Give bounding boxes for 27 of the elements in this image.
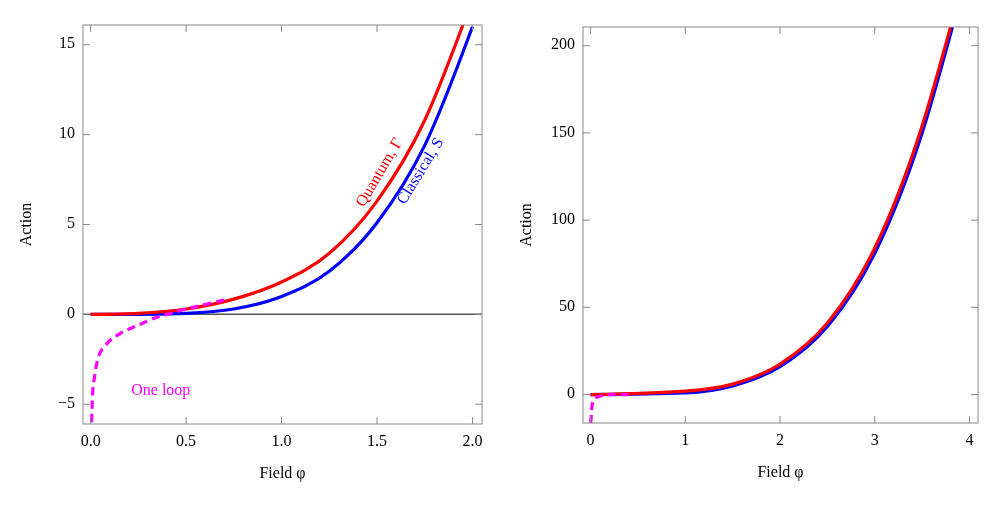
x-tick-label: 0.5 (176, 432, 197, 449)
y-tick-label: 200 (551, 35, 575, 53)
x-tick-label: 2.0 (462, 432, 483, 449)
x-tick-label: 3 (870, 431, 879, 448)
x-tick-label: 1 (681, 431, 690, 448)
x-tick-label: 0.0 (80, 432, 101, 449)
x-axis-title: Field φ (757, 463, 804, 481)
x-axis-title: Field φ (259, 464, 306, 482)
line-series (589, 392, 631, 423)
y-tick-label: 50 (559, 297, 575, 315)
y-tick-label: 0 (567, 384, 575, 402)
x-tick-label: 0 (586, 431, 595, 448)
y-tick-label: 150 (551, 122, 575, 140)
y-tick-label: 10 (59, 124, 75, 142)
x-tick-label: 4 (965, 431, 974, 448)
x-tick-label: 1.0 (271, 432, 292, 449)
y-tick-label: −5 (57, 393, 75, 411)
line-series (89, 298, 226, 424)
y-axis-title: Action (17, 202, 34, 247)
y-tick-label: 100 (551, 209, 575, 227)
y-axis-title: Action (517, 203, 534, 247)
y-tick-label: 15 (59, 34, 75, 52)
x-tick-label: 2 (776, 431, 785, 448)
y-tick-label: 5 (67, 214, 75, 232)
x-tick-label: 1.5 (367, 432, 387, 449)
y-tick-label: 0 (67, 304, 75, 322)
text: One loop (131, 381, 191, 400)
